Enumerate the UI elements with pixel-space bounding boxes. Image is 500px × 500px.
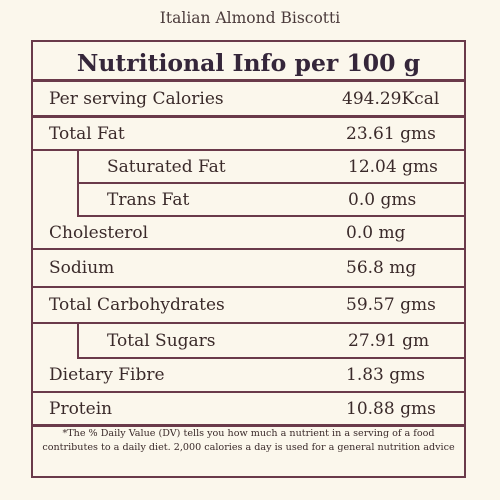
nutrient-label: Total Fat [49, 123, 125, 144]
nutrient-label: Per serving Calories [49, 88, 224, 109]
footnote-line: *The % Daily Value (DV) tells you how mu… [62, 428, 435, 439]
nutrient-label: Trans Fat [107, 189, 190, 210]
nutrient-row-total-fat: Total Fat 23.61 gms [33, 118, 464, 151]
nutrient-value: 0.0 mg [346, 222, 406, 243]
nutrition-heading: Nutritional Info per 100 g [33, 42, 464, 82]
nutrition-panel: Nutritional Info per 100 g Per serving C… [31, 40, 466, 478]
nutrient-row-total-carbohydrates: Total Carbohydrates 59.57 gms [33, 288, 464, 324]
nutrient-row-calories: Per serving Calories 494.29Kcal [33, 82, 464, 118]
nutrient-row-protein: Protein 10.88 gms [33, 393, 464, 427]
nutrient-label: Cholesterol [49, 222, 149, 243]
footnote-line: contributes to a daily diet. 2,000 calor… [42, 442, 455, 453]
nutrient-value: 1.83 gms [346, 365, 425, 385]
nutrient-label: Protein [49, 398, 113, 419]
nutrient-value: 56.8 mg [346, 258, 417, 278]
daily-value-footnote: *The % Daily Value (DV) tells you how mu… [33, 427, 464, 455]
nutrient-row-total-sugars: Total Sugars 27.91 gm [77, 324, 464, 359]
nutrient-row-trans-fat: Trans Fat 0.0 gms [77, 184, 464, 217]
nutrient-row-sodium: Sodium 56.8 mg [33, 250, 464, 288]
nutrient-row-saturated-fat: Saturated Fat 12.04 gms [77, 151, 464, 184]
nutrient-value: 59.57 gms [346, 295, 436, 315]
nutrient-label: Total Carbohydrates [49, 295, 225, 315]
nutrient-value: 12.04 gms [348, 156, 438, 177]
nutrient-value: 10.88 gms [346, 398, 436, 419]
nutrient-label: Sodium [49, 258, 115, 278]
nutrient-label: Total Sugars [107, 330, 216, 351]
nutrient-row-cholesterol: Cholesterol 0.0 mg [33, 217, 464, 250]
nutrient-value: 0.0 gms [348, 189, 417, 210]
product-title: Italian Almond Biscotti [159, 9, 341, 27]
nutrient-label: Saturated Fat [107, 156, 226, 177]
nutrient-value: 27.91 gm [348, 330, 430, 351]
nutrient-row-dietary-fibre: Dietary Fibre 1.83 gms [33, 359, 464, 393]
nutrient-value: 23.61 gms [346, 123, 436, 144]
nutrient-label: Dietary Fibre [49, 365, 165, 385]
nutrient-value: 494.29Kcal [342, 88, 440, 109]
